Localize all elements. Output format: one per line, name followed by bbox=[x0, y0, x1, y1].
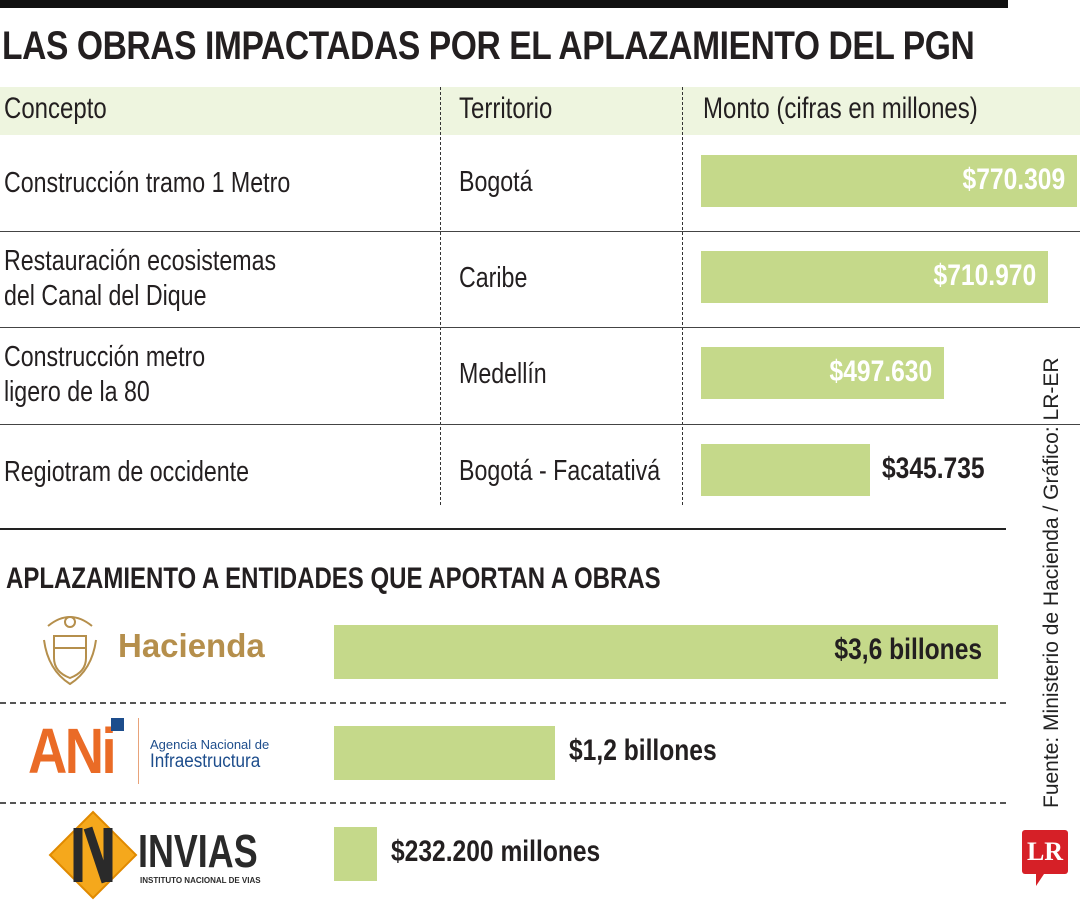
ani-logo-line2: Infraestructura bbox=[150, 751, 261, 772]
header-territorio: Territorio bbox=[459, 92, 553, 125]
territorio-cell: Bogotá bbox=[459, 166, 533, 198]
hacienda-logo: Hacienda bbox=[118, 627, 265, 664]
ani-logo: ANi bbox=[28, 715, 117, 787]
section-divider bbox=[0, 528, 1006, 530]
territorio-cell: Bogotá - Facatativá bbox=[459, 455, 661, 487]
lr-logo: LR bbox=[1022, 830, 1068, 886]
concepto-cell: del Canal del Dique bbox=[4, 280, 207, 312]
bar-value-label: $345.735 bbox=[881, 452, 985, 485]
concepto-cell: Restauración ecosistemas bbox=[4, 245, 277, 277]
row-divider bbox=[0, 424, 1080, 425]
ani-logo-divider bbox=[138, 718, 139, 784]
page-title: LAS OBRAS IMPACTADAS POR EL APLAZAMIENTO… bbox=[2, 24, 975, 68]
bar-value-label: $1,2 billones bbox=[569, 734, 717, 767]
invias-logo: INVIAS bbox=[138, 825, 258, 877]
row-divider bbox=[0, 327, 1080, 328]
bar-value-label: $232.200 millones bbox=[390, 835, 601, 868]
bar bbox=[701, 444, 870, 496]
ani-logo-square bbox=[111, 718, 124, 731]
top-rule bbox=[0, 0, 1008, 8]
header-monto: Monto (cifras en millones) bbox=[703, 92, 978, 125]
column-divider bbox=[440, 87, 441, 505]
concepto-cell: Construcción metro bbox=[4, 341, 206, 373]
column-divider bbox=[682, 87, 683, 505]
header-concepto: Concepto bbox=[4, 92, 107, 125]
bar-value-label: $710.970 bbox=[933, 259, 1037, 292]
territorio-cell: Caribe bbox=[459, 262, 528, 294]
concepto-cell: ligero de la 80 bbox=[4, 376, 150, 408]
territorio-cell: Medellín bbox=[459, 358, 547, 390]
bar-value-label: $770.309 bbox=[962, 163, 1065, 196]
ani-logo-line1: Agencia Nacional de bbox=[150, 737, 270, 752]
row-divider bbox=[0, 231, 1080, 232]
bar bbox=[334, 827, 377, 881]
row-divider bbox=[0, 802, 1006, 804]
row-divider bbox=[0, 702, 1006, 704]
invias-logo-sub: INSTITUTO NACIONAL DE VIAS bbox=[140, 876, 261, 885]
invias-diamond-icon bbox=[48, 810, 138, 900]
concepto-cell: Regiotram de occidente bbox=[4, 455, 250, 488]
bar bbox=[334, 625, 998, 679]
bar bbox=[701, 347, 944, 399]
bar bbox=[701, 155, 1077, 207]
table-header bbox=[0, 87, 1080, 135]
colombia-coat-of-arms-icon bbox=[40, 612, 100, 686]
source-note: Fuente: Ministerio de Hacienda / Gráfico… bbox=[1040, 357, 1063, 808]
section-title: APLAZAMIENTO A ENTIDADES QUE APORTAN A O… bbox=[6, 562, 661, 595]
bar-value-label: $3,6 billones bbox=[834, 633, 982, 666]
concepto-cell: Construcción tramo 1 Metro bbox=[4, 166, 291, 199]
bar bbox=[334, 726, 556, 780]
bar-value-label: $497.630 bbox=[829, 355, 932, 388]
bar bbox=[701, 251, 1049, 303]
